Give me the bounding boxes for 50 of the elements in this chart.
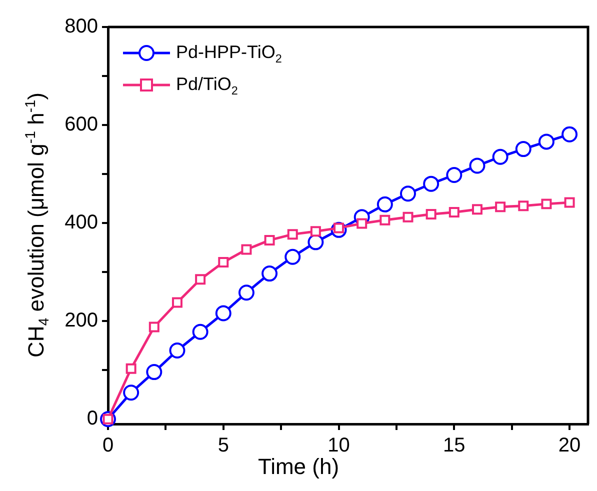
point <box>562 126 578 142</box>
point <box>423 176 440 192</box>
point <box>446 167 462 184</box>
point <box>172 297 182 308</box>
point <box>564 197 575 208</box>
y-tick-label: 800 <box>64 16 98 38</box>
point <box>238 284 254 301</box>
y-tick-label: 400 <box>64 212 98 234</box>
point <box>169 342 186 358</box>
point <box>426 208 436 220</box>
point <box>495 202 506 212</box>
point <box>215 305 232 322</box>
y-tick-label: 200 <box>64 310 98 332</box>
point <box>264 234 275 246</box>
point <box>284 248 301 265</box>
point <box>448 207 460 218</box>
point <box>195 274 206 285</box>
point <box>310 226 321 237</box>
point <box>126 363 136 374</box>
x-tick-label: 15 <box>443 434 466 457</box>
point <box>515 141 532 158</box>
point <box>469 158 486 174</box>
point <box>148 322 160 332</box>
x-tick-label: 5 <box>218 434 229 457</box>
legend-label: Pd-HPP-TiO$_{2}$ <box>176 42 282 66</box>
point <box>380 214 390 226</box>
point <box>541 198 552 210</box>
point <box>218 257 229 268</box>
point <box>400 186 416 202</box>
point <box>146 364 162 380</box>
point <box>356 218 368 229</box>
point <box>192 324 208 340</box>
y-tick-label: 600 <box>64 114 98 136</box>
point <box>538 134 554 150</box>
y-tick-label: 0 <box>86 408 98 430</box>
point <box>472 204 482 215</box>
point <box>518 200 529 212</box>
point <box>492 148 508 165</box>
point <box>287 229 298 240</box>
point <box>308 234 324 250</box>
x-tick-label: 10 <box>328 434 350 457</box>
x-tick-label: 0 <box>102 434 114 457</box>
point <box>262 266 278 282</box>
x-axis-title: Time (h) <box>256 454 340 479</box>
legend-label: Pd/TiO$_{2}$ <box>176 74 238 98</box>
point <box>123 384 140 401</box>
point <box>376 196 393 212</box>
point <box>241 244 252 255</box>
point <box>402 212 414 222</box>
x-tick-label: 20 <box>558 434 581 457</box>
